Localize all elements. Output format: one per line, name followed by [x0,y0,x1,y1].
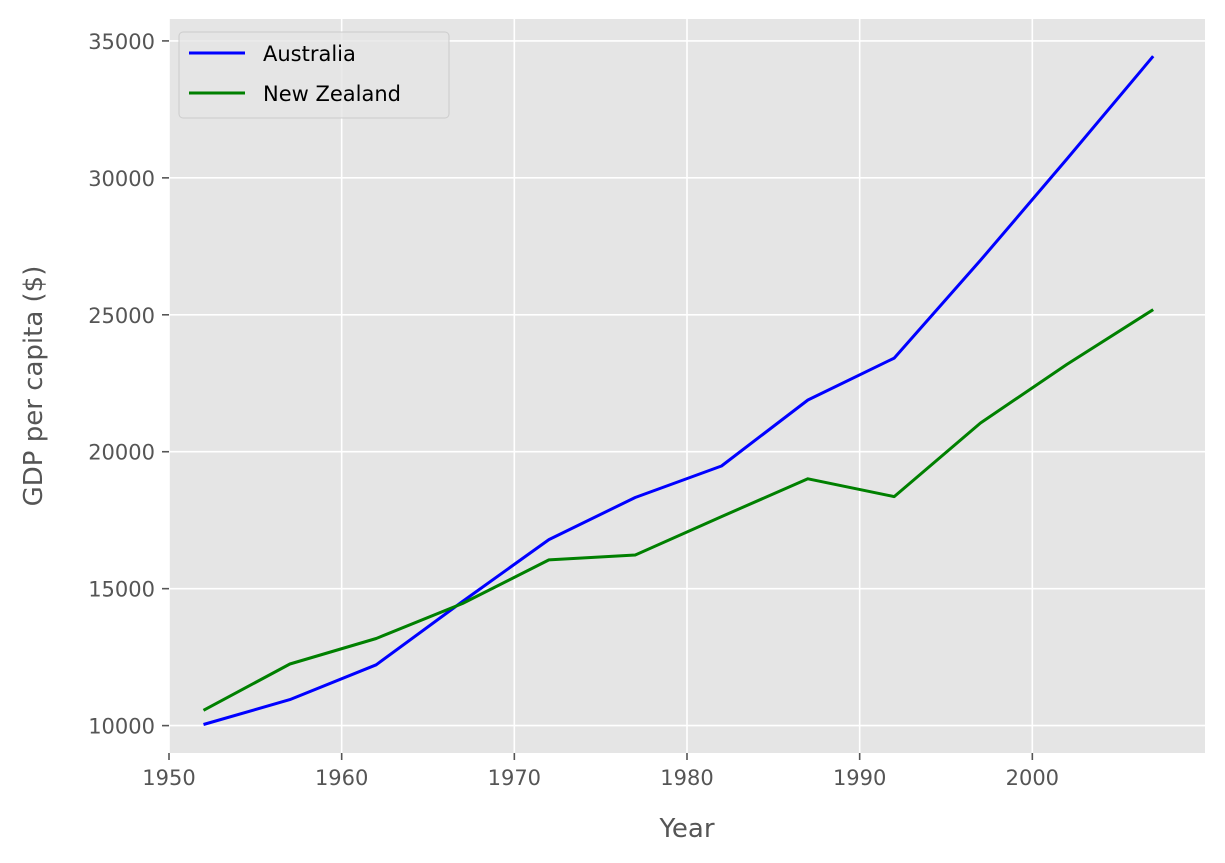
y-tick-label: 10000 [88,715,155,739]
axis-ticks: 1950 1960 1970 1980 1990 2000 10000 15000 20000 2… [88,30,1059,790]
y-tick-label: 15000 [88,578,155,602]
series-lines [202,55,1155,726]
y-tick-label: 30000 [88,167,155,191]
legend-label-australia: Australia [263,42,356,66]
legend-box [178,31,450,119]
x-tick-label: 1950 [142,766,195,790]
x-tick-label: 1970 [488,766,541,790]
series-line-australia [203,55,1155,726]
y-tick-label: 25000 [88,304,155,328]
x-tick-label: 2000 [1006,766,1059,790]
grid-lines [168,19,1205,753]
x-axis-title: Year [658,814,714,844]
x-tick-label: 1960 [315,766,368,790]
legend: Australia New Zealand [178,31,450,119]
x-tick-label: 1990 [833,766,886,790]
legend-label-new-zealand: New Zealand [263,82,401,106]
y-tick-label: 20000 [88,441,155,465]
y-axis-title: GDP per capita ($) [19,266,49,507]
y-tick-label: 35000 [88,30,155,54]
x-tick-label: 1980 [660,766,713,790]
series-line-new-zealand [202,308,1155,712]
